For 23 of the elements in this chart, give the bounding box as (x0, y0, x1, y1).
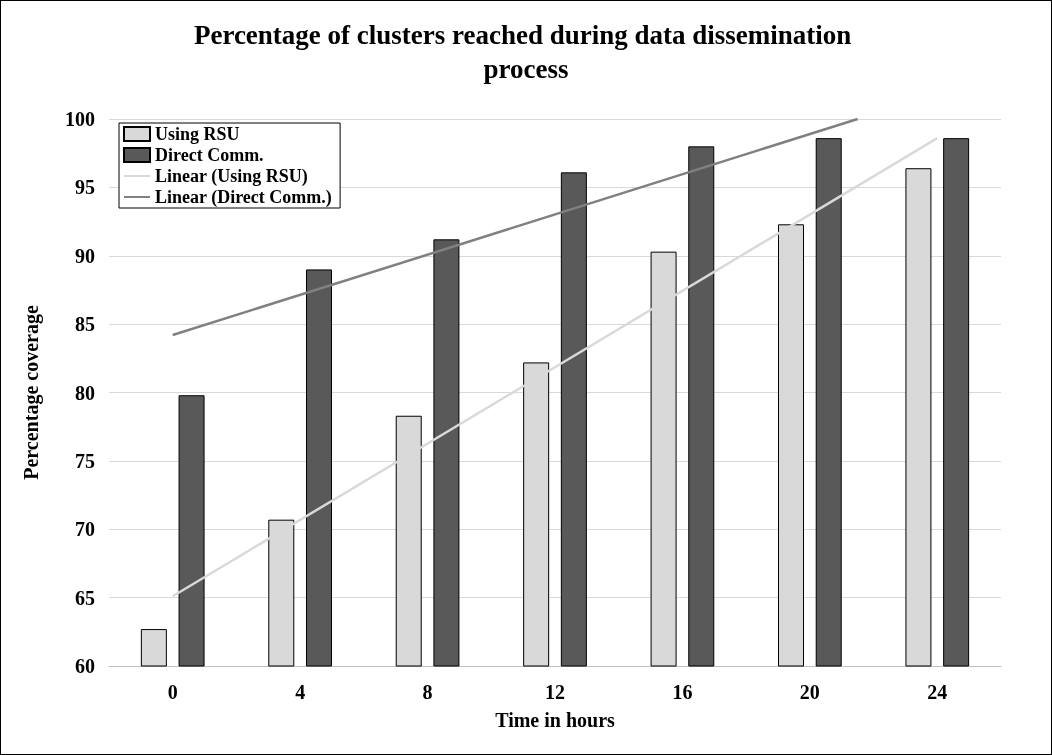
y-tick-label: 85 (75, 313, 95, 336)
legend-label: Direct Comm. (155, 145, 264, 165)
y-tick-label: 100 (65, 108, 95, 130)
legend-label: Linear (Direct Comm.) (155, 187, 332, 208)
x-tick-label: 0 (167, 681, 178, 703)
y-tick-label: 60 (75, 655, 95, 677)
x-tick-label: 4 (295, 681, 306, 703)
y-tick-label: 65 (75, 586, 95, 609)
y-axis-title: Percentage coverage (20, 305, 43, 480)
x-tick-label: 8 (422, 681, 433, 703)
legend-label: Linear (Using RSU) (155, 166, 308, 187)
y-tick-label: 75 (75, 449, 95, 472)
x-axis-title: Time in hours (495, 709, 616, 731)
y-tick-label: 70 (75, 518, 95, 541)
legend-label: Using RSU (155, 124, 240, 144)
x-tick-label: 20 (799, 681, 820, 703)
x-tick-label: 12 (545, 681, 565, 703)
x-tick-label: 16 (672, 681, 693, 703)
y-tick-label: 90 (75, 244, 95, 267)
chart-title: Percentage of clusters reached during data dissemination process (193, 20, 859, 84)
y-tick-label: 80 (75, 381, 95, 404)
x-tick-label: 24 (927, 681, 948, 703)
y-tick-label: 95 (75, 176, 95, 199)
